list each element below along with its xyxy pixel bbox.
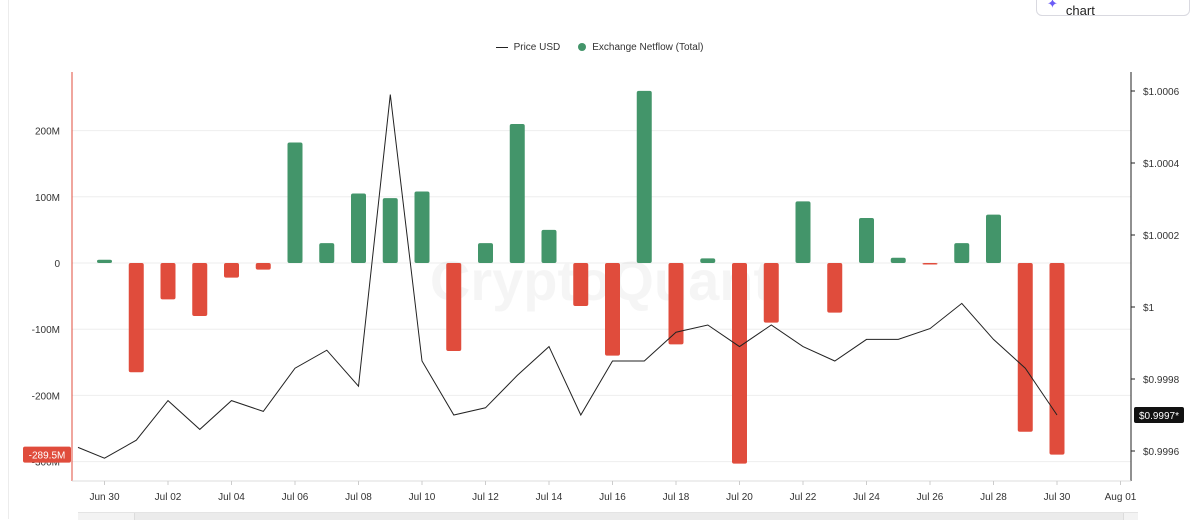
netflow-bar (414, 191, 430, 263)
card-border (8, 0, 9, 519)
y-right-tick-label: $1.0006 (1143, 87, 1180, 98)
netflow-bar (1017, 263, 1033, 432)
netflow-bar (890, 257, 906, 263)
scrollbar-thumb[interactable] (134, 513, 1124, 520)
netflow-bar (954, 243, 970, 263)
netflow-bar (763, 263, 779, 323)
netflow-bar (859, 217, 874, 263)
netflow-bar (541, 229, 557, 263)
ask-ai-button[interactable]: ✦ Ask AI about this chart (1036, 0, 1190, 18)
x-tick-label: Jul 26 (917, 492, 944, 503)
netflow-bar (351, 193, 366, 263)
netflow-bar (128, 263, 144, 373)
y-right-tick-label: $0.9996 (1143, 447, 1180, 458)
netflow-bar (668, 263, 684, 345)
legend-label-price: Price USD (513, 41, 561, 53)
y-right-tick-label: $1 (1143, 303, 1155, 314)
price-line (77, 94, 1058, 459)
sparkle-icon: ✦ (1047, 0, 1058, 11)
legend-label-netflow: Exchange Netflow (Total) (592, 41, 704, 53)
legend-dot-marker (578, 43, 587, 51)
chart-scrollbar[interactable] (78, 512, 1138, 520)
netflow-bar (478, 243, 493, 263)
x-tick-label: Jul 08 (345, 492, 372, 503)
netflow-bar (922, 263, 938, 265)
legend-item-price[interactable]: Price USD (495, 41, 561, 53)
legend-line-marker (495, 46, 508, 48)
x-tick-label: Jul 22 (790, 492, 817, 503)
x-tick-label: Jun 30 (89, 492, 119, 503)
min-netflow-label-box (23, 446, 71, 463)
netflow-bar (827, 263, 843, 313)
netflow-bar (382, 198, 398, 263)
min-netflow-label: -289.5M (29, 451, 66, 462)
netflow-bar (160, 263, 176, 300)
netflow-bar (795, 201, 811, 263)
netflow-bar (986, 214, 1001, 263)
netflow-bar (224, 263, 239, 278)
x-tick-label: Jul 18 (663, 492, 690, 503)
netflow-bar (446, 263, 462, 352)
netflow-bar (605, 263, 620, 356)
last-price-label: $0.9997* (1139, 411, 1179, 422)
last-price-label-box (1134, 407, 1184, 423)
netflow-bar (700, 258, 716, 263)
y-left-tick-label: -300M (32, 458, 60, 469)
legend-item-netflow[interactable]: Exchange Netflow (Total) (578, 42, 703, 53)
y-right-tick-label: $1.0004 (1143, 159, 1180, 170)
y-left-tick-label: 0 (54, 259, 60, 270)
x-tick-label: Jul 04 (218, 492, 245, 503)
netflow-bar (573, 263, 589, 307)
netflow-bar (97, 259, 112, 263)
x-tick-label: Jul 12 (472, 492, 499, 503)
netflow-bar (1049, 263, 1065, 455)
x-tick-label: Jul 14 (536, 492, 563, 503)
netflow-bar (509, 123, 525, 263)
y-right-tick-label: $0.9998 (1143, 375, 1180, 386)
y-left-tick-label: 100M (35, 193, 60, 204)
x-tick-label: Jul 06 (282, 492, 309, 503)
x-tick-label: Jul 20 (726, 492, 753, 503)
y-left-tick-label: -200M (32, 391, 60, 402)
x-tick-label: Jul 30 (1044, 492, 1071, 503)
y-left-tick-label: 200M (35, 127, 60, 138)
chart-legend: Price USD Exchange Netflow (Total) (0, 38, 1199, 56)
x-tick-label: Jul 10 (409, 492, 436, 503)
x-tick-label: Jul 02 (155, 492, 182, 503)
netflow-bar (319, 243, 335, 263)
y-right-tick-label: $1.0002 (1143, 231, 1180, 242)
netflow-bar (732, 263, 747, 464)
x-tick-label: Jul 28 (980, 492, 1007, 503)
x-tick-label: Jul 24 (853, 492, 880, 503)
netflow-bar (192, 263, 208, 316)
x-tick-label: Aug 01 (1105, 492, 1137, 503)
x-tick-label: Jul 16 (599, 492, 626, 503)
netflow-bar (636, 90, 652, 263)
y-left-tick-label: -100M (32, 325, 60, 336)
netflow-bar (287, 142, 303, 263)
netflow-bar (255, 263, 271, 270)
ask-ai-label: Ask AI about this chart (1065, 0, 1163, 18)
